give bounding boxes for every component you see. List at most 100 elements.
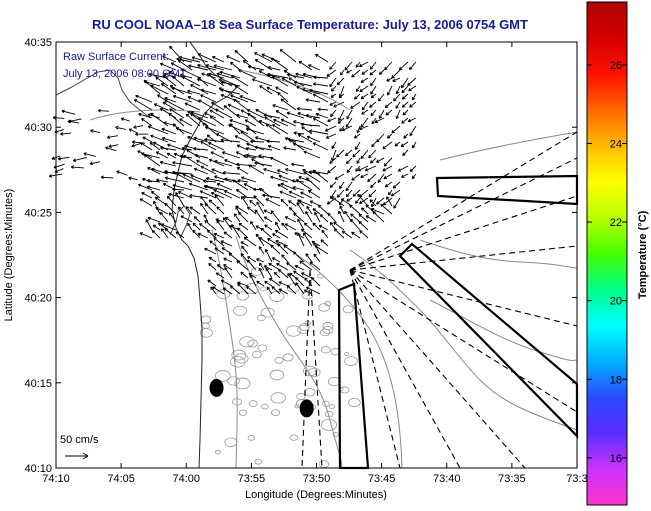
current-vector	[314, 53, 329, 63]
current-vector	[353, 133, 361, 139]
current-vector	[407, 117, 417, 123]
current-vector	[345, 117, 353, 128]
current-vector	[142, 136, 153, 143]
current-vector	[344, 61, 353, 71]
current-vector	[166, 195, 177, 207]
current-vector	[252, 187, 265, 192]
contour-line	[439, 131, 578, 161]
current-vector	[146, 185, 161, 191]
current-vector	[386, 77, 393, 82]
current-vector	[306, 205, 313, 215]
current-vector	[70, 165, 84, 169]
current-vector	[233, 213, 241, 223]
current-vector	[192, 229, 201, 239]
current-vector	[242, 154, 257, 159]
current-vector	[246, 206, 257, 215]
current-vector	[351, 173, 361, 181]
current-vector	[193, 136, 209, 143]
current-vector	[395, 85, 401, 95]
current-vector	[187, 89, 201, 95]
current-vector	[97, 108, 110, 113]
current-vector	[193, 147, 209, 151]
current-vector	[160, 83, 177, 95]
current-vector	[240, 271, 249, 279]
contour-blob	[322, 322, 334, 331]
current-vector	[258, 70, 273, 79]
current-vector	[128, 176, 138, 181]
current-vector	[204, 184, 225, 191]
current-vector	[204, 112, 217, 119]
current-vector	[61, 109, 76, 115]
current-vector	[242, 59, 257, 71]
current-vector	[237, 227, 249, 239]
current-vector	[167, 143, 185, 151]
current-vector	[305, 253, 313, 263]
current-vector	[278, 281, 289, 287]
current-vector	[250, 220, 257, 231]
current-vector	[203, 179, 217, 183]
current-vector	[286, 111, 305, 119]
current-vector	[288, 207, 297, 215]
contour-blob	[321, 400, 330, 407]
contour-blob	[239, 336, 255, 348]
current-vector	[172, 183, 193, 191]
current-vector	[259, 85, 273, 95]
current-vector	[256, 201, 265, 215]
current-vector	[357, 165, 369, 172]
current-vector	[358, 61, 369, 68]
contour-blob	[318, 303, 330, 312]
current-vector	[286, 262, 297, 271]
current-vector	[360, 207, 369, 215]
current-vector	[327, 212, 337, 223]
current-vector	[352, 189, 361, 197]
current-vector	[321, 229, 329, 239]
current-vector	[168, 212, 177, 223]
current-vector	[205, 64, 225, 71]
current-vector	[72, 157, 87, 162]
contour-blob	[244, 283, 260, 295]
current-vector	[220, 279, 233, 287]
current-vector	[292, 185, 305, 191]
current-vector	[371, 117, 377, 125]
current-vector	[329, 181, 337, 188]
current-vector	[139, 198, 153, 207]
y-tick-label: 40:25	[24, 207, 52, 219]
current-vector	[60, 132, 72, 136]
current-vector	[247, 259, 257, 271]
current-vector	[345, 149, 353, 157]
contour-blob	[348, 397, 361, 408]
radar-beam-dashed	[349, 131, 578, 271]
current-vector	[329, 77, 337, 88]
current-vector	[261, 53, 281, 63]
current-vector	[330, 109, 337, 117]
current-vector	[246, 109, 265, 119]
current-vector	[393, 197, 401, 209]
current-vector	[284, 223, 297, 231]
current-vector	[281, 222, 289, 231]
current-vector	[401, 101, 409, 108]
current-vector	[234, 85, 249, 95]
current-vector	[280, 182, 297, 191]
current-vector	[375, 157, 385, 163]
contour-blob	[320, 418, 338, 431]
current-vector	[371, 141, 377, 148]
current-vector	[207, 141, 225, 151]
current-vector	[178, 55, 201, 63]
current-vector	[159, 211, 169, 223]
current-vector	[258, 267, 265, 279]
current-vector	[258, 246, 265, 255]
current-vector	[210, 151, 225, 159]
current-vector	[210, 191, 225, 199]
current-vector	[264, 248, 273, 263]
current-vector	[239, 95, 257, 103]
current-vector	[312, 169, 329, 183]
current-vector	[272, 104, 289, 111]
current-vector	[131, 142, 142, 148]
current-vector	[279, 49, 297, 63]
current-vector	[309, 261, 321, 271]
current-vector	[303, 150, 321, 159]
current-vector	[220, 88, 241, 95]
current-vector	[339, 181, 345, 190]
current-vector	[147, 216, 161, 223]
x-tick-label: 73:55	[238, 473, 266, 485]
